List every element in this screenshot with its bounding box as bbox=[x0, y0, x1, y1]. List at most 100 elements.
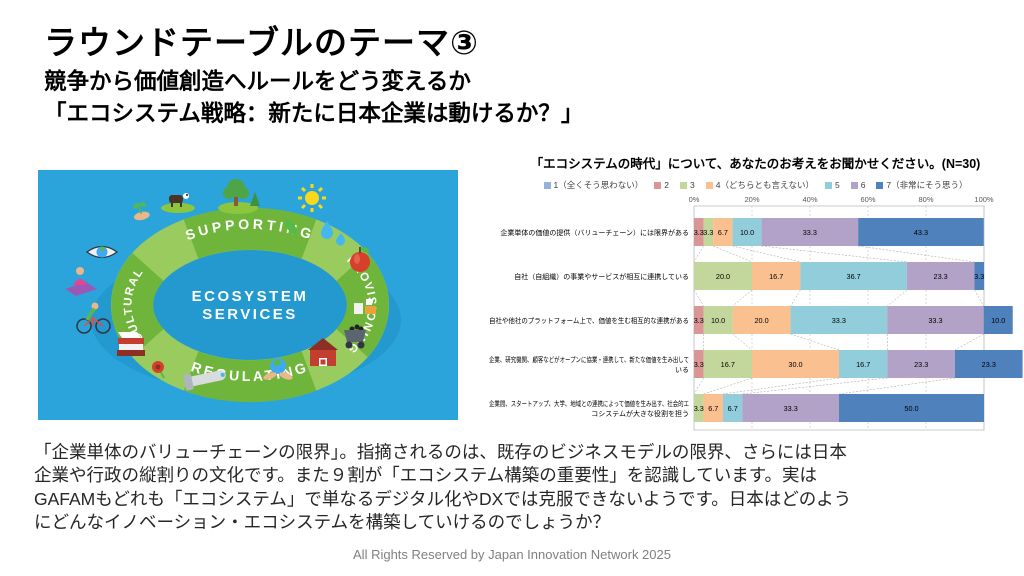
chart-plot: 0% 20% 40% 60% 80% 100% 企業単体の価値の提供（バリューチェーン）には… bbox=[489, 195, 1023, 431]
bar-segment bbox=[761, 218, 859, 246]
copyright-footer: All Rights Reserved by Japan Innovation … bbox=[353, 547, 671, 562]
apple-icon bbox=[350, 247, 370, 272]
legend-swatch bbox=[850, 181, 858, 189]
bar-value-label: 50.0 bbox=[904, 404, 918, 413]
series-connector-line bbox=[713, 245, 753, 263]
bar-value-label: 43.3 bbox=[914, 228, 928, 237]
bar-segment bbox=[732, 306, 791, 334]
bar-segment bbox=[703, 306, 733, 334]
series-connector-line bbox=[703, 377, 753, 395]
legend-item: 7（非常にそう思う） bbox=[876, 179, 967, 191]
body-line: GAFAMもどれも「エコシステム」で単なるデジタル化やDXでは克服できないようで… bbox=[34, 488, 852, 509]
bar-value-label: 3.3 bbox=[694, 360, 704, 369]
x-axis-tick-label: 0% bbox=[689, 195, 700, 204]
series-connector-line bbox=[742, 377, 888, 395]
x-axis-tick-label: 20% bbox=[744, 195, 759, 204]
series-connector-line bbox=[790, 333, 840, 351]
bar-segment bbox=[703, 218, 714, 246]
bar-value-label: 30.0 bbox=[788, 360, 802, 369]
cyclist-icon bbox=[76, 302, 111, 334]
page-title: ラウンドテーブルのテーマ③ bbox=[44, 24, 479, 61]
bar-value-label: 3.3 bbox=[974, 272, 984, 281]
flower-icon bbox=[152, 361, 165, 379]
x-axis-tick-label: 100% bbox=[974, 195, 994, 204]
legend-swatch bbox=[876, 181, 884, 189]
bar-value-label: 16.7 bbox=[769, 272, 783, 281]
body-line: 「企業単体のバリューチェーンの限界」。指摘されるのは、既存のビジネスモデルの限界… bbox=[34, 442, 847, 462]
bar-value-label: 16.7 bbox=[856, 360, 870, 369]
bar-segment bbox=[983, 306, 1013, 334]
legend-swatch bbox=[705, 181, 713, 189]
slide-subtitle: 競争から価値創造へルールをどう変えるか 「エコシステム戦略：新たに日本企業は動け… bbox=[44, 66, 583, 130]
series-connector-line bbox=[761, 245, 907, 263]
legend-swatch bbox=[654, 181, 662, 189]
series-connector-line bbox=[732, 289, 753, 307]
eye-icon bbox=[85, 245, 119, 259]
bar-segment bbox=[790, 306, 888, 334]
subtitle-line-2: 「エコシステム戦略：新たに日本企業は動けるか？」 bbox=[44, 100, 584, 126]
bar-segment bbox=[887, 350, 955, 378]
bar-value-label: 23.3 bbox=[982, 360, 996, 369]
bar-value-label: 23.3 bbox=[914, 360, 928, 369]
bar-segment bbox=[974, 262, 984, 290]
category-label: 企業、研究機関、顧客などがオープンに協業・連携して、新たな価値を生み出して bbox=[489, 355, 689, 364]
series-connector-line bbox=[732, 333, 753, 351]
bar-segment bbox=[713, 218, 733, 246]
center-text-line2: SERVICES bbox=[202, 306, 298, 323]
category-label: コシステムが大きな役割を担う bbox=[591, 409, 689, 418]
coal-cart-icon bbox=[344, 324, 366, 349]
legend-item: 2 bbox=[654, 180, 669, 190]
x-axis-tick-label: 80% bbox=[918, 195, 933, 204]
water-pump-icon bbox=[183, 370, 226, 391]
bar-segment bbox=[703, 350, 752, 378]
series-connector-line bbox=[790, 289, 801, 307]
bar-segment bbox=[694, 218, 704, 246]
bar-segment bbox=[694, 350, 704, 378]
legend-swatch bbox=[543, 181, 551, 189]
leaf-icon bbox=[284, 219, 298, 235]
bar-value-label: 3.3 bbox=[694, 228, 704, 237]
bar-value-label: 3.3 bbox=[694, 316, 704, 325]
category-label: 企業単体の価値の提供（バリューチェーン）には限界がある bbox=[500, 228, 689, 237]
bar-value-label: 33.3 bbox=[832, 316, 846, 325]
bar-value-label: 6.7 bbox=[718, 228, 728, 237]
x-axis-tick-label: 60% bbox=[860, 195, 875, 204]
series-connector-line bbox=[722, 377, 840, 395]
bar-value-label: 3.3 bbox=[694, 404, 704, 413]
legend-item: 3 bbox=[679, 180, 695, 190]
series-connector-line bbox=[693, 289, 704, 307]
category-label: 自社や他社のプラットフォーム上で、価値を生む相互的な連携がある bbox=[489, 316, 689, 325]
center-text-line1: ECOSYSTEM bbox=[192, 288, 309, 305]
x-axis-tick-label: 40% bbox=[802, 195, 817, 204]
bar-segment bbox=[703, 394, 723, 422]
legend-swatch bbox=[679, 181, 687, 189]
ring-band-top bbox=[183, 207, 317, 259]
bar-value-label: 33.3 bbox=[928, 316, 942, 325]
legend-item: 6 bbox=[850, 180, 865, 190]
bar-segment bbox=[742, 394, 839, 422]
bar-segment bbox=[839, 350, 888, 378]
hands-globe-icon bbox=[263, 358, 293, 380]
legend-swatch bbox=[824, 181, 832, 189]
legend-item: 5 bbox=[824, 180, 840, 190]
bar-segment bbox=[752, 350, 839, 378]
bar-value-label: 10.0 bbox=[991, 316, 1005, 325]
bar-segment bbox=[955, 350, 1023, 378]
legend-item: 4（どちらとも言えない） bbox=[705, 179, 814, 191]
bar-value-label: 23.3 bbox=[934, 272, 948, 281]
bar-segment bbox=[887, 306, 984, 334]
barn-icon bbox=[308, 338, 338, 366]
series-connector-line bbox=[886, 289, 908, 307]
sun-icon bbox=[298, 184, 326, 212]
bar-segment bbox=[800, 262, 907, 290]
yoga-icon bbox=[65, 267, 97, 296]
bar-segment bbox=[732, 218, 762, 246]
series-connector-line bbox=[974, 289, 984, 307]
water-drops-icon bbox=[321, 221, 345, 246]
tree-icon bbox=[218, 179, 260, 214]
series-connector-line bbox=[732, 245, 801, 263]
series-connector-line bbox=[693, 377, 704, 395]
bar-segment bbox=[723, 394, 743, 422]
bar-value-label: 33.3 bbox=[784, 404, 798, 413]
chart-title: 「エコシステムの時代」について、あなたのお考えをお聞かせください。(N=30) bbox=[530, 157, 981, 171]
